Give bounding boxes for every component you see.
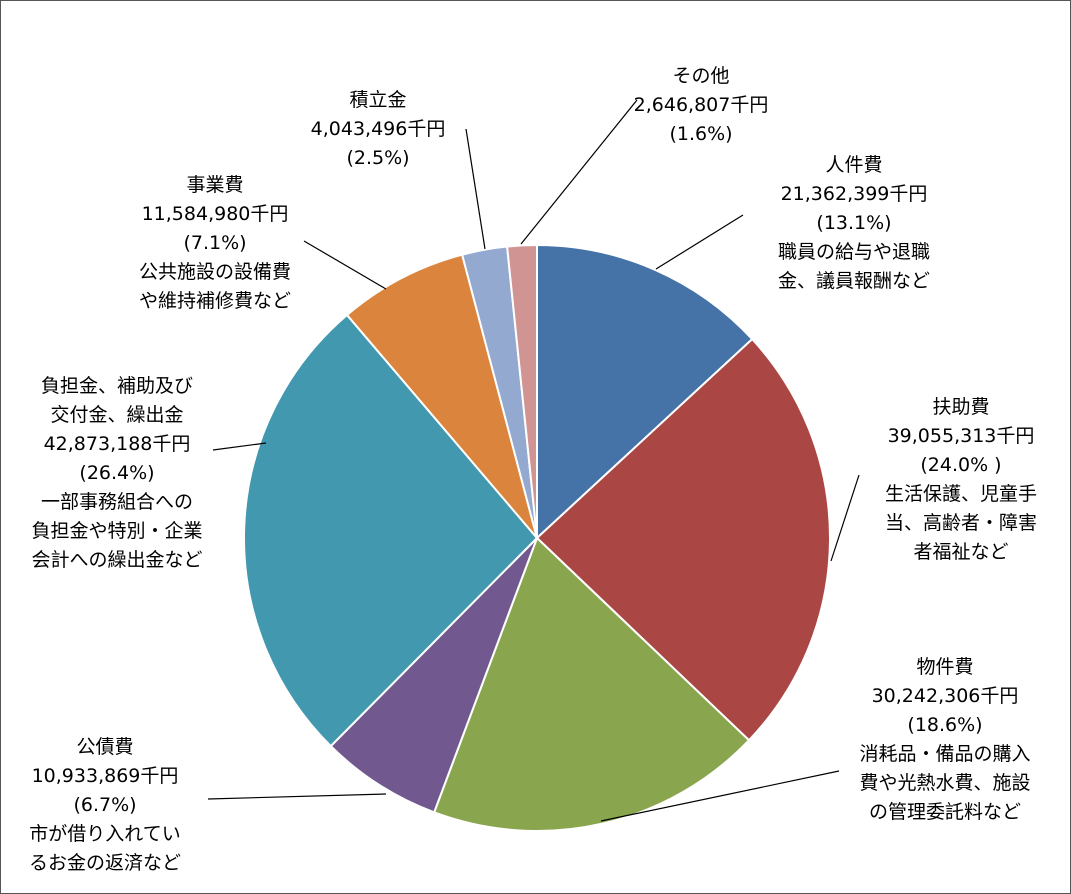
data-label-supplies: 物件費 30,242,306千円 (18.6%) 消耗品・備品の購入費や光熱水費、施設… xyxy=(859,656,1030,823)
label-note-debt-1: るお金の返済など xyxy=(29,852,181,874)
label-note-projects-0: 公共施設の設備費 xyxy=(139,261,291,283)
label-note-contributions-0: 一部事務組合への xyxy=(41,491,193,513)
label-amount-reserves: 4,043,496千円 xyxy=(311,118,446,140)
label-name-other: その他 xyxy=(672,65,729,87)
label-note-contributions-2: 会計への繰出金など xyxy=(31,549,202,571)
label-note-assistance-1: 当、高齢者・障害 xyxy=(885,512,1037,534)
label-amount-assistance: 39,055,313千円 xyxy=(888,425,1035,447)
leader-line-reserves xyxy=(465,128,486,250)
data-label-assistance: 扶助費 39,055,313千円 (24.0% ) 生活保護、児童手当、高齢者・障害者… xyxy=(885,396,1037,563)
label-name-personnel: 人件費 xyxy=(825,154,882,176)
leader-line-projects xyxy=(303,240,387,290)
label-name-supplies: 物件費 xyxy=(916,656,973,678)
label-percent-supplies: (18.6%) xyxy=(907,714,982,736)
leader-line-assistance xyxy=(830,474,860,562)
label-note-assistance-0: 生活保護、児童手 xyxy=(885,483,1037,505)
label-percent-personnel: (13.1%) xyxy=(816,212,891,234)
label-note-supplies-2: の管理委託料など xyxy=(869,801,1021,823)
label-percent-other: (1.6%) xyxy=(669,123,732,145)
label-name-reserves: 積立金 xyxy=(349,89,406,111)
label-note-projects-1: や維持補修費など xyxy=(139,290,291,312)
pie-slice-projects xyxy=(345,253,538,539)
data-label-other: その他 2,646,807千円 (1.6%) xyxy=(634,65,769,145)
pie-slice-contributions xyxy=(243,313,539,748)
label-note-assistance-2: 者福祉など xyxy=(913,541,1008,563)
label-note-debt-0: 市が借り入れてい xyxy=(29,823,180,845)
label-percent-assistance: (24.0% ) xyxy=(920,454,1001,476)
label-note-supplies-1: 費や光熱水費、施設 xyxy=(859,772,1030,794)
label-name-debt: 公債費 xyxy=(76,736,133,758)
pie-slice-supplies xyxy=(432,536,751,832)
label-note-personnel-1: 金、議員報酬など xyxy=(778,270,930,292)
leader-line-personnel xyxy=(655,214,744,270)
label-note-contributions-1: 負担金や特別・企業 xyxy=(31,520,202,542)
label-name-projects: 事業費 xyxy=(186,174,243,196)
label-amount-other: 2,646,807千円 xyxy=(634,94,769,116)
label-name-contributions-0: 負担金、補助及び xyxy=(41,375,193,397)
label-amount-contributions: 42,873,188千円 xyxy=(44,433,191,455)
label-percent-debt: (6.7%) xyxy=(73,794,136,816)
pie-slices xyxy=(243,243,831,832)
data-labels: 人件費 21,362,399千円 (13.1%) 職員の給与や退職金、議員報酬など扶助… xyxy=(29,65,1037,874)
label-amount-personnel: 21,362,399千円 xyxy=(781,183,928,205)
label-amount-supplies: 30,242,306千円 xyxy=(872,685,1019,707)
label-percent-projects: (7.1%) xyxy=(183,232,246,254)
leader-line-other xyxy=(520,99,638,245)
label-note-personnel-0: 職員の給与や退職 xyxy=(778,241,930,263)
pie-slice-debt xyxy=(329,537,538,814)
leader-line-supplies xyxy=(600,770,840,822)
label-name-contributions-1: 交付金、繰出金 xyxy=(50,404,183,426)
leader-line-contributions xyxy=(212,442,267,451)
label-amount-projects: 11,584,980千円 xyxy=(142,203,289,225)
label-percent-reserves: (2.5%) xyxy=(346,147,409,169)
label-note-supplies-0: 消耗品・備品の購入 xyxy=(859,743,1030,765)
label-amount-debt: 10,933,869千円 xyxy=(32,765,179,787)
pie-slice-assistance xyxy=(535,337,831,742)
leader-line-debt xyxy=(207,793,387,800)
label-percent-contributions: (26.4%) xyxy=(79,462,154,484)
pie-slice-other xyxy=(506,243,538,539)
leader-lines xyxy=(207,99,860,822)
data-label-reserves: 積立金 4,043,496千円 (2.5%) xyxy=(311,89,446,169)
pie-slice-personnel xyxy=(536,243,754,541)
label-name-assistance: 扶助費 xyxy=(932,396,989,418)
